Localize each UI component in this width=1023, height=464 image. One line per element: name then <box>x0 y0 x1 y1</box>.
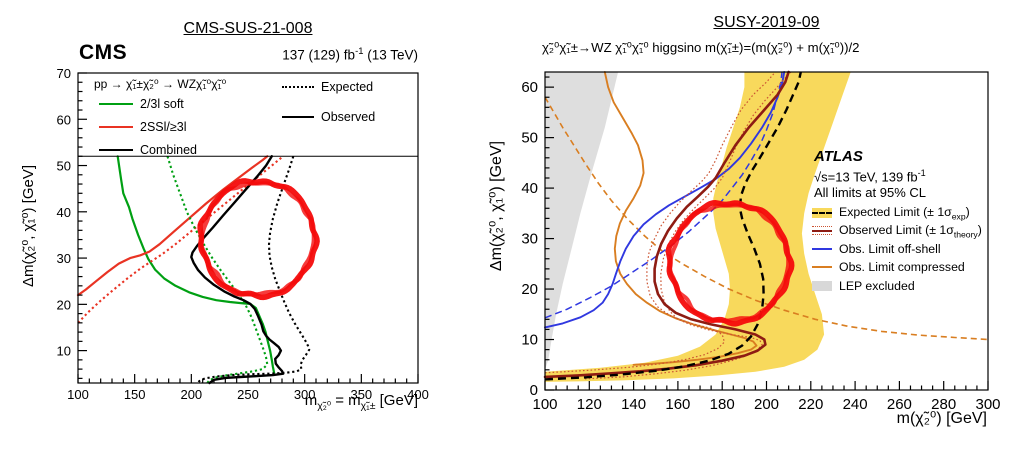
atlas-legend-row-compressed: Obs. Limit compressed <box>812 260 965 274</box>
black-line-swatch <box>99 145 133 155</box>
blue-line-swatch <box>812 244 832 254</box>
atlas-plot-title: SUSY-2019-09 <box>713 14 820 31</box>
atlas-legend-label: Obs. Limit compressed <box>839 260 965 274</box>
cms-luminosity-label: 137 (129) fb-1 (13 TeV) <box>282 46 418 63</box>
svg-text:50: 50 <box>57 159 71 174</box>
atlas-legend-label: LEP excluded <box>839 279 915 293</box>
atlas-legend-row-lep: LEP excluded <box>812 279 915 293</box>
svg-text:30: 30 <box>521 231 538 248</box>
svg-text:260: 260 <box>887 396 912 413</box>
svg-text:250: 250 <box>237 387 259 402</box>
yellow-band-swatch <box>812 208 832 219</box>
atlas-y-axis-label: Δm(χ̃₂⁰, χ̃₁⁰) [GeV] <box>488 140 505 272</box>
svg-text:160: 160 <box>665 396 690 413</box>
svg-text:30: 30 <box>57 251 71 266</box>
svg-text:100: 100 <box>67 387 89 402</box>
cms-legend-label: 2SSl/≥3l <box>140 120 187 134</box>
svg-text:150: 150 <box>124 387 146 402</box>
atlas-cl-label: All limits at 95% CL <box>814 185 926 200</box>
svg-text:300: 300 <box>294 387 316 402</box>
dotted-line-swatch <box>282 82 314 92</box>
atlas-x-axis-label: m(χ̃₂⁰) [GeV] <box>896 410 987 427</box>
orange-line-swatch <box>812 262 832 272</box>
cms-legend-process-label: pp → χ̃₁±χ̃₂⁰ → WZχ̃₁⁰χ̃₁⁰ <box>94 77 227 91</box>
svg-text:0: 0 <box>530 382 538 399</box>
green-line-swatch <box>99 99 133 109</box>
atlas-legend-row-offshell: Obs. Limit off-shell <box>812 242 941 256</box>
svg-text:10: 10 <box>57 344 71 359</box>
svg-text:50: 50 <box>521 130 538 147</box>
svg-text:60: 60 <box>521 79 538 96</box>
svg-text:180: 180 <box>710 396 735 413</box>
atlas-experiment-label: ATLAS <box>814 148 863 165</box>
svg-text:200: 200 <box>754 396 779 413</box>
svg-text:200: 200 <box>180 387 202 402</box>
cms-legend-label: Combined <box>140 143 197 157</box>
cms-plot-title: CMS-SUS-21-008 <box>183 20 313 37</box>
svg-text:220: 220 <box>798 396 823 413</box>
svg-text:120: 120 <box>577 396 602 413</box>
solid-line-swatch <box>282 112 314 122</box>
svg-text:20: 20 <box>57 297 71 312</box>
svg-text:400: 400 <box>407 387 429 402</box>
svg-text:70: 70 <box>57 66 71 81</box>
atlas-legend-label: Observed Limit (± 1σtheory) <box>839 223 982 240</box>
darkred-line-swatch <box>812 226 832 236</box>
cms-y-axis-label: Δm(χ̃₂⁰, χ̃₁⁰) [GeV] <box>20 165 37 288</box>
cms-legend-label: Expected <box>321 80 374 94</box>
atlas-energy-label: √s=13 TeV, 139 fb-1 <box>814 168 926 185</box>
svg-text:240: 240 <box>843 396 868 413</box>
red-line-swatch <box>99 122 133 132</box>
svg-text:280: 280 <box>931 396 956 413</box>
cms-legend-row-combined: Combined <box>99 143 197 157</box>
cms-legend-label: 2/3l soft <box>140 97 184 111</box>
svg-text:350: 350 <box>350 387 372 402</box>
cms-legend-row-2ssl: 2SSl/≥3l <box>99 120 186 134</box>
atlas-legend-label: Expected Limit (± 1σexp) <box>839 205 970 222</box>
svg-text:100: 100 <box>532 396 557 413</box>
cms-legend-row-observed: Observed <box>282 110 375 124</box>
svg-text:10: 10 <box>521 332 538 349</box>
svg-text:40: 40 <box>57 205 71 220</box>
cms-experiment-label: CMS <box>79 41 128 64</box>
atlas-process-subtitle: χ̃₂⁰χ̃₁±→WZ χ̃₁⁰χ̃₁⁰ higgsino m(χ̃₁±)=(m… <box>542 40 860 55</box>
gray-box-swatch <box>812 281 832 291</box>
cms-legend-row-expected: Expected <box>282 80 373 94</box>
cms-x-axis-label: mχ̃₂⁰ = mχ̃₁± [GeV] <box>304 392 418 412</box>
svg-text:60: 60 <box>57 112 71 127</box>
svg-text:140: 140 <box>621 396 646 413</box>
atlas-legend-label: Obs. Limit off-shell <box>839 242 941 256</box>
cms-legend-label: Observed <box>321 110 376 124</box>
svg-text:20: 20 <box>521 281 538 298</box>
atlas-legend-row-expected: Expected Limit (± 1σexp) <box>812 205 970 221</box>
svg-text:300: 300 <box>975 396 1000 413</box>
cms-legend-row-soft: 2/3l soft <box>99 97 184 111</box>
svg-text:40: 40 <box>521 180 538 197</box>
atlas-legend-row-observed: Observed Limit (± 1σtheory) <box>812 223 982 239</box>
